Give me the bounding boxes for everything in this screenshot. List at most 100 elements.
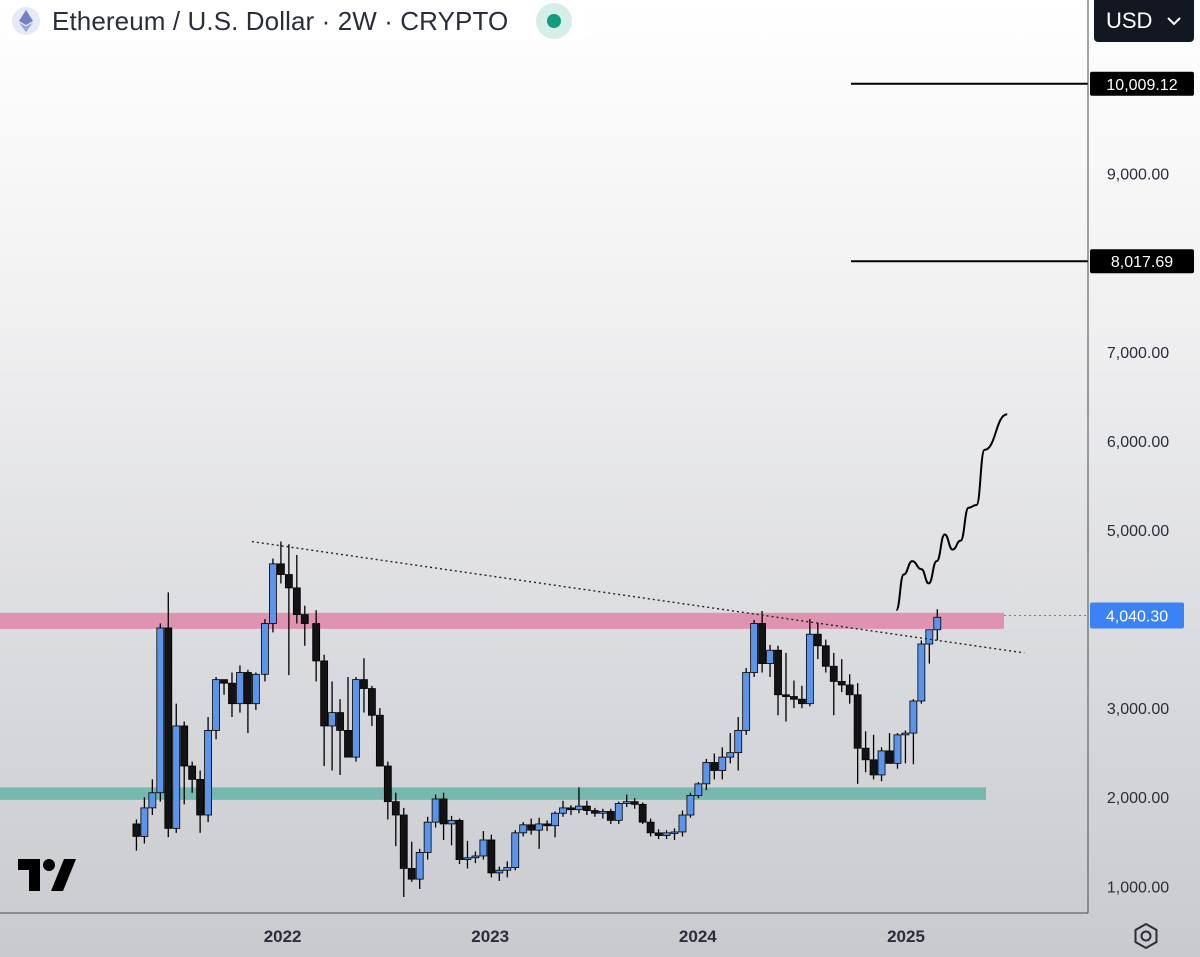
candle[interactable] (251, 672, 260, 710)
target-price-badge[interactable] (1090, 249, 1194, 274)
candle[interactable] (734, 717, 743, 771)
candle[interactable] (292, 554, 301, 624)
candle[interactable] (527, 818, 536, 835)
candle[interactable] (336, 699, 344, 775)
market-status-icon[interactable] (536, 3, 573, 39)
candle[interactable] (575, 787, 583, 814)
candle[interactable] (614, 801, 623, 824)
candle[interactable] (901, 730, 910, 764)
candle[interactable] (551, 811, 559, 838)
candle[interactable] (352, 676, 360, 762)
candle[interactable] (790, 680, 798, 709)
candle[interactable] (861, 731, 870, 773)
candle[interactable] (543, 820, 551, 832)
candle[interactable] (638, 802, 647, 824)
candle[interactable] (344, 676, 352, 758)
symbol-title[interactable]: Ethereum / U.S. Dollar · 2W · CRYPTO (52, 5, 509, 36)
candle[interactable] (710, 753, 719, 780)
candle[interactable] (829, 652, 838, 716)
candle[interactable] (702, 758, 711, 791)
candle[interactable] (196, 770, 205, 833)
candle[interactable] (606, 808, 615, 824)
candle[interactable] (132, 819, 141, 851)
candle[interactable] (813, 622, 822, 660)
candle[interactable] (622, 794, 631, 808)
candle[interactable] (148, 779, 157, 816)
candle[interactable] (269, 558, 277, 633)
candle[interactable] (300, 605, 309, 646)
candle[interactable] (463, 840, 472, 869)
candle[interactable] (662, 830, 671, 840)
candle[interactable] (471, 851, 480, 864)
candle[interactable] (758, 611, 766, 673)
candle[interactable] (284, 544, 293, 676)
candle[interactable] (220, 679, 228, 695)
candle[interactable] (383, 761, 392, 820)
trendline[interactable] (251, 540, 1025, 654)
candle[interactable] (244, 669, 252, 734)
candle[interactable] (375, 708, 384, 767)
candle[interactable] (686, 792, 695, 818)
candle[interactable] (360, 658, 368, 713)
candle[interactable] (821, 639, 830, 673)
candle[interactable] (423, 816, 432, 860)
candle[interactable] (853, 683, 862, 784)
candle[interactable] (845, 674, 854, 704)
candle[interactable] (726, 733, 735, 764)
candle[interactable] (503, 861, 512, 878)
candle[interactable] (156, 623, 165, 802)
candle[interactable] (511, 830, 520, 871)
candle[interactable] (277, 541, 285, 584)
candle[interactable] (933, 609, 942, 641)
candle[interactable] (399, 807, 408, 897)
settings-icon[interactable] (1132, 922, 1160, 950)
candle[interactable] (750, 619, 759, 677)
candle[interactable] (694, 782, 703, 799)
candle[interactable] (228, 672, 236, 718)
candle[interactable] (212, 676, 220, 740)
candle[interactable] (559, 800, 567, 817)
candle[interactable] (487, 834, 496, 878)
candle[interactable] (415, 848, 424, 889)
currency-selector[interactable]: USD (1094, 0, 1194, 42)
candle[interactable] (439, 792, 448, 840)
candle[interactable] (455, 818, 464, 865)
candle[interactable] (479, 831, 488, 860)
projection-path[interactable] (895, 413, 1008, 612)
candle[interactable] (646, 818, 655, 837)
candle[interactable] (782, 652, 790, 722)
candle[interactable] (567, 805, 575, 816)
candle[interactable] (391, 792, 400, 847)
candle[interactable] (678, 810, 687, 837)
candle[interactable] (447, 815, 456, 846)
candle[interactable] (535, 817, 544, 849)
candle[interactable] (869, 734, 878, 780)
candle[interactable] (798, 685, 806, 709)
candle[interactable] (328, 681, 336, 771)
candle[interactable] (742, 668, 751, 735)
candle[interactable] (718, 747, 727, 780)
candle[interactable] (236, 665, 244, 713)
candle[interactable] (766, 644, 774, 677)
candle[interactable] (877, 747, 886, 782)
tradingview-logo[interactable] (18, 859, 76, 891)
candle[interactable] (180, 721, 189, 805)
candle[interactable] (407, 841, 416, 882)
candle[interactable] (925, 629, 934, 664)
candle[interactable] (893, 733, 902, 769)
candle[interactable] (654, 829, 663, 840)
candle[interactable] (172, 703, 181, 833)
current-price-badge[interactable] (1090, 602, 1184, 629)
target-price-badge[interactable] (1090, 71, 1194, 96)
candle[interactable] (598, 808, 607, 819)
resistance-zone[interactable] (0, 612, 1004, 629)
candle[interactable] (312, 610, 321, 682)
candle[interactable] (261, 619, 269, 682)
candle[interactable] (630, 798, 639, 809)
candle[interactable] (368, 685, 376, 726)
support-zone[interactable] (0, 787, 986, 800)
candle[interactable] (917, 640, 926, 704)
candle[interactable] (590, 807, 599, 817)
candle[interactable] (670, 828, 679, 840)
